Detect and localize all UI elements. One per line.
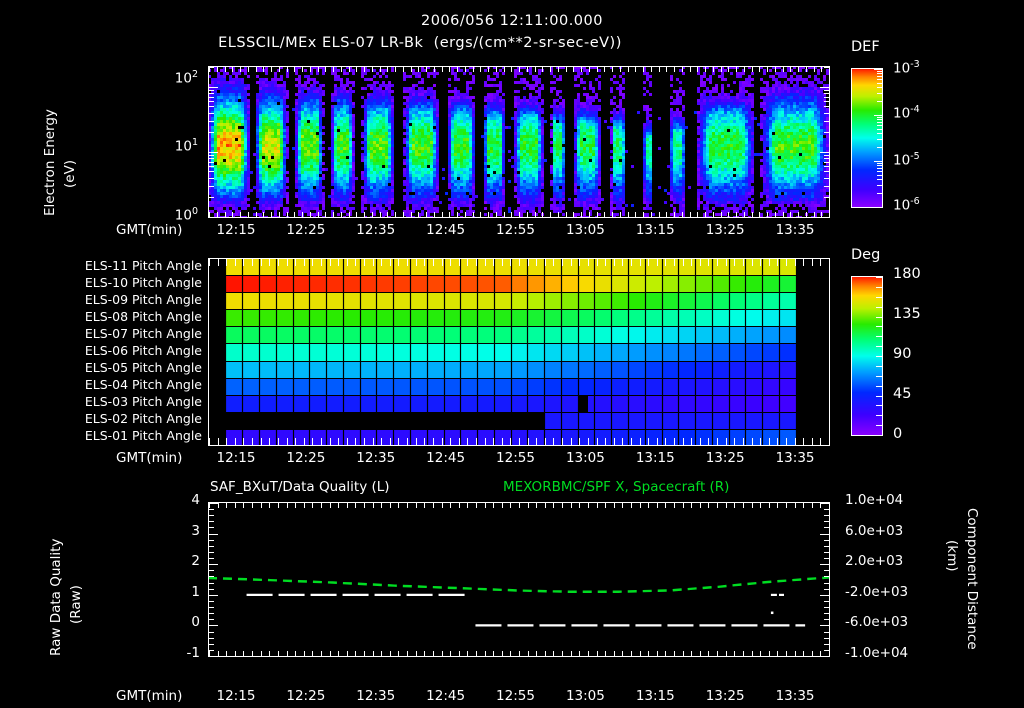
data-quality-ytick-3: 1 — [191, 583, 200, 600]
data-quality-ytick-0: 4 — [191, 492, 200, 508]
spectrogram-xtick-13:35: 13:35 — [775, 222, 815, 238]
pitch-angle-row-label-7: ELS-04 Pitch Angle — [84, 377, 202, 393]
deg-colorbar — [851, 276, 883, 437]
def-colorbar-canvas — [851, 68, 883, 208]
pitch-angle-row-label-1: ELS-10 Pitch Angle — [84, 274, 202, 290]
spectrogram-xtick-12:25: 12:25 — [286, 222, 326, 238]
pitch-angle-row-label-4: ELS-07 Pitch Angle — [84, 325, 202, 341]
data-quality-ylabel-line1: Raw Data Quality — [48, 538, 64, 656]
deg-colorbar-label-2: 90 — [893, 346, 912, 362]
data-quality-ticks — [208, 502, 831, 658]
deg-colorbar-frame — [851, 276, 883, 436]
data-quality-xtick-13:35: 13:35 — [775, 688, 815, 704]
deg-colorbar-label-3: 45 — [893, 386, 912, 402]
component-distance-ytick-0: 1.0e+04 — [845, 492, 904, 508]
data-quality-xtick-13:05: 13:05 — [565, 688, 605, 704]
def-colorbar-frame — [851, 68, 883, 208]
def-colorbar — [851, 68, 883, 209]
deg-colorbar-title: Deg — [851, 247, 881, 263]
deg-colorbar-label-0: 180 — [893, 266, 921, 282]
data-quality-ylabel-line2: (Raw) — [68, 585, 84, 624]
pitch-angle-xtick-12:35: 12:35 — [356, 450, 396, 466]
deg-colorbar-label-4: 0 — [893, 426, 903, 442]
pitch-angle-row-label-0: ELS-11 Pitch Angle — [84, 257, 202, 273]
def-colorbar-label-1: 10-4 — [893, 104, 920, 122]
def-colorbar-label-3: 10-6 — [893, 196, 920, 214]
pitch-angle-row-label-9: ELS-02 Pitch Angle — [84, 411, 202, 427]
spectrogram-xtick-12:55: 12:55 — [496, 222, 535, 238]
pitch-angle-row-label-6: ELS-05 Pitch Angle — [84, 360, 202, 376]
def-colorbar-label-2: 10-5 — [893, 151, 920, 169]
pitch-angle-xtick-13:35: 13:35 — [775, 450, 815, 466]
data-quality-panel — [208, 502, 831, 658]
data-quality-ytick-5: -1 — [186, 645, 200, 661]
spectrogram-xtick-12:15: 12:15 — [216, 222, 256, 238]
data-quality-ytick-2: 2 — [191, 553, 200, 570]
data-quality-xtick-12:45: 12:45 — [426, 688, 466, 704]
def-colorbar-label-0: 10-3 — [893, 59, 920, 77]
component-distance-ylabel: Component Distance (km) — [944, 504, 980, 656]
data-quality-ytick-4: 0 — [191, 614, 200, 631]
bottom-title-right: MEXORBMC/SPF X, Spacecraft (R) — [503, 479, 730, 495]
spectrogram-ytick-2: 100 — [174, 206, 198, 224]
data-quality-xtick-13:15: 13:15 — [635, 688, 675, 704]
page-title: 2006/056 12:11:00.000 — [421, 13, 603, 29]
pitch-angle-xlabel: GMT(min) — [116, 450, 183, 466]
pitch-angle-row-label-10: ELS-01 Pitch Angle — [84, 428, 202, 444]
component-distance-ylabel-line2: (km) — [944, 540, 960, 572]
data-quality-xtick-12:15: 12:15 — [216, 688, 256, 704]
component-distance-ytick-4: -6.0e+03 — [845, 614, 909, 631]
spectrogram-xtick-13:05: 13:05 — [565, 222, 605, 238]
component-distance-ytick-5: -1.0e+04 — [845, 645, 909, 661]
component-distance-ylabel-line1: Component Distance — [964, 508, 980, 650]
spectrogram-ticks — [208, 66, 831, 219]
pitch-angle-row-label-3: ELS-08 Pitch Angle — [84, 308, 202, 324]
def-colorbar-ticks — [851, 68, 883, 209]
pitch-angle-panel — [208, 258, 831, 446]
pitch-angle-xtick-12:55: 12:55 — [496, 450, 535, 466]
component-distance-ytick-1: 6.0e+03 — [845, 522, 904, 539]
spectrogram-panel — [208, 66, 831, 219]
spectrogram-xtick-13:25: 13:25 — [705, 222, 745, 238]
spectrogram-xlabel: GMT(min) — [116, 222, 183, 238]
pitch-angle-xtick-13:25: 13:25 — [705, 450, 745, 466]
spectrogram-canvas — [208, 66, 830, 218]
spectrogram-ylabel-line2: (eV) — [62, 159, 78, 188]
component-distance-ytick-2: 2.0e+03 — [845, 553, 904, 570]
data-quality-canvas — [208, 502, 830, 657]
data-quality-ylabel-left: Raw Data Quality (Raw) — [34, 504, 84, 656]
spectrogram-xtick-12:35: 12:35 — [356, 222, 396, 238]
data-quality-xtick-12:35: 12:35 — [356, 688, 396, 704]
component-distance-ytick-3: -2.0e+03 — [845, 583, 909, 600]
spectrogram-xtick-13:15: 13:15 — [635, 222, 675, 238]
deg-colorbar-ticks — [851, 276, 883, 437]
pitch-angle-xtick-13:05: 13:05 — [565, 450, 605, 466]
pitch-angle-ticks — [208, 258, 831, 446]
pitch-angle-canvas — [208, 258, 830, 446]
data-quality-xtick-12:25: 12:25 — [286, 688, 326, 704]
data-quality-xtick-12:55: 12:55 — [496, 688, 535, 704]
data-quality-xtick-13:25: 13:25 — [705, 688, 745, 704]
pitch-angle-row-label-8: ELS-03 Pitch Angle — [84, 394, 202, 410]
spectrogram-xtick-12:45: 12:45 — [426, 222, 466, 238]
pitch-angle-xtick-12:45: 12:45 — [426, 450, 466, 466]
deg-colorbar-label-1: 135 — [893, 306, 921, 322]
def-colorbar-title: DEF — [851, 39, 880, 55]
data-quality-xlabel: GMT(min) — [116, 688, 183, 704]
data-quality-ytick-1: 3 — [191, 522, 200, 539]
pitch-angle-xtick-12:15: 12:15 — [216, 450, 256, 466]
spectrogram-ytick-1: 101 — [174, 137, 198, 155]
spectrogram-ylabel: Electron Energy (eV) — [28, 68, 78, 218]
bottom-title-left: SAF_BXuT/Data Quality (L) — [210, 479, 390, 495]
page-subtitle: ELSSCIL/MEx ELS-07 LR-Bk (ergs/(cm**2-sr… — [218, 35, 622, 51]
pitch-angle-xtick-13:15: 13:15 — [635, 450, 675, 466]
pitch-angle-row-label-2: ELS-09 Pitch Angle — [84, 291, 202, 307]
pitch-angle-row-label-5: ELS-06 Pitch Angle — [84, 343, 202, 358]
pitch-angle-xtick-12:25: 12:25 — [286, 450, 326, 466]
spectrogram-ylabel-line1: Electron Energy — [42, 109, 58, 216]
spectrogram-ytick-0: 102 — [174, 69, 198, 87]
